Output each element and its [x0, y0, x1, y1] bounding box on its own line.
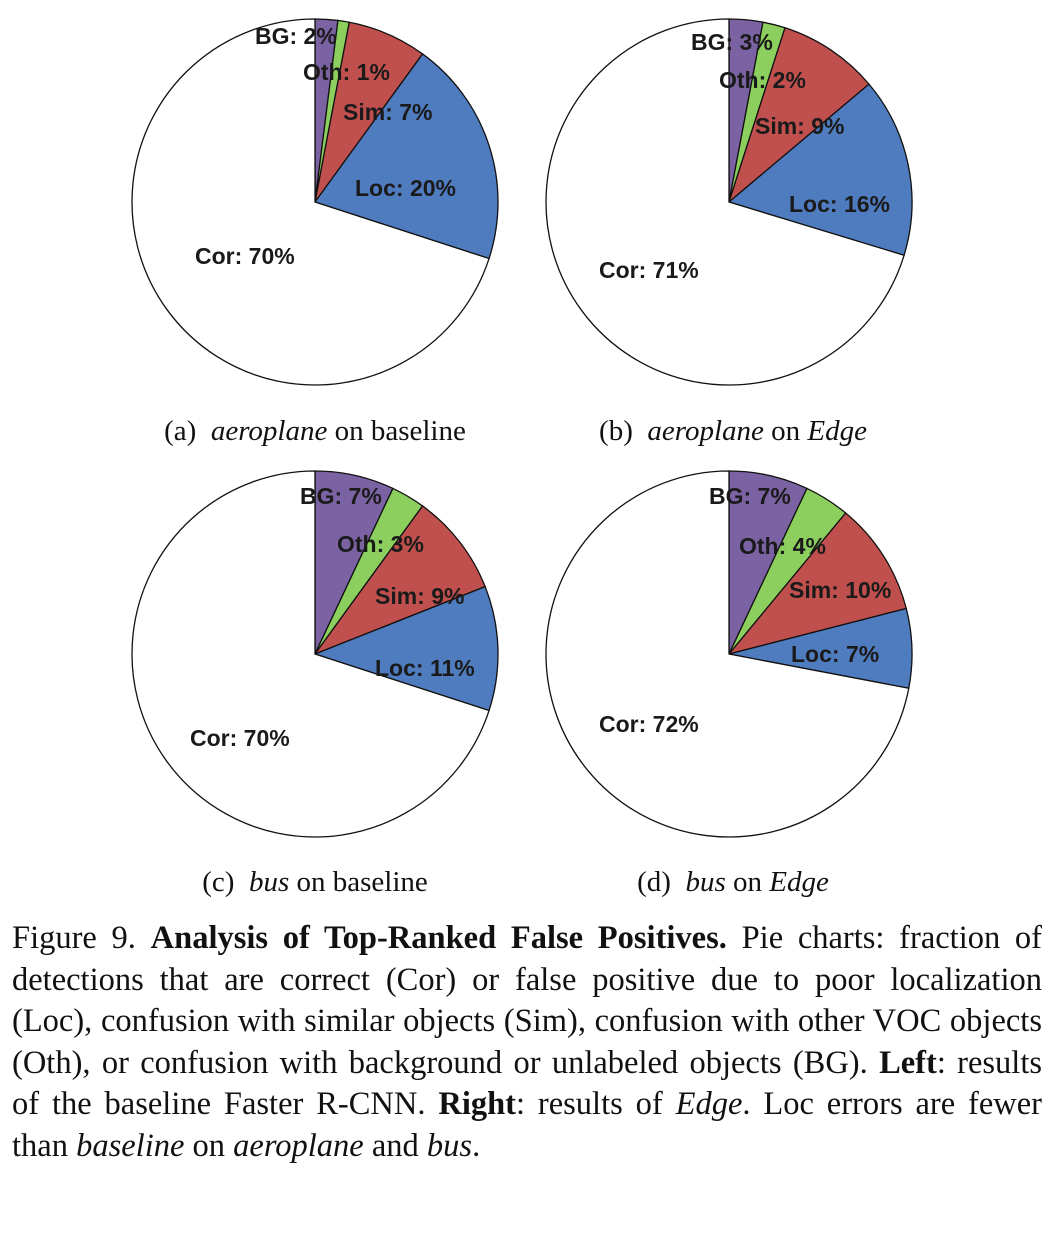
slice-label-cor: Cor: 70% [190, 725, 290, 751]
caption-title: Analysis of Top-Ranked False Positives. [150, 920, 727, 956]
slice-label-loc: Loc: 11% [375, 655, 475, 681]
slice-label-cor: Cor: 71% [599, 257, 699, 283]
pie-chart-a: BG: 2% Oth: 1% Sim: 7% Loc: 20% Cor: 70% [131, 18, 499, 386]
figure-label: Figure 9. [12, 920, 136, 956]
slice-label-cor: Cor: 70% [195, 243, 295, 269]
pie-slice-loc [727, 83, 913, 257]
pie-slice-cor [545, 18, 905, 386]
slice-label-bg: BG: 3% [691, 29, 773, 55]
subcaption-d: (d) bus on Edge [637, 866, 829, 898]
slice-label-cor: Cor: 72% [599, 711, 699, 737]
pie-slice-cor [131, 470, 490, 838]
pie-slice-sim [313, 505, 486, 656]
pie-charts: BG: 2%Oth: 1%Sim: 7%Loc: 20%Cor: 70%BG: … [131, 18, 913, 838]
pie-slice-cor [545, 470, 910, 838]
slice-label-oth: Oth: 3% [337, 531, 424, 557]
slice-label-bg: BG: 7% [709, 483, 791, 509]
slice-label-loc: Loc: 7% [791, 641, 879, 667]
subcaption-b: (b) aeroplane on Edge [599, 415, 867, 447]
pie-slice-sim [727, 512, 908, 656]
slice-label-oth: Oth: 1% [303, 59, 390, 85]
pie-slice-loc [313, 53, 499, 260]
pie-chart-d: BG: 7% Oth: 4% Sim: 10% Loc: 7% Cor: 72% [545, 470, 913, 838]
slice-label-loc: Loc: 16% [789, 191, 890, 217]
slice-label-sim: Sim: 9% [375, 583, 464, 609]
pie-chart-c: BG: 7% Oth: 3% Sim: 9% Loc: 11% Cor: 70% [131, 470, 499, 838]
slice-label-bg: BG: 7% [300, 483, 382, 509]
subcaption-c: (c) bus on baseline [202, 866, 428, 898]
pie-slice-loc [313, 585, 499, 712]
slice-label-sim: Sim: 7% [343, 99, 432, 125]
subcaption-a: (a) aeroplane on baseline [164, 415, 466, 447]
slice-label-oth: Oth: 2% [719, 67, 806, 93]
figure-caption: Figure 9. Analysis of Top-Ranked False P… [12, 920, 1043, 1164]
slice-label-loc: Loc: 20% [355, 175, 456, 201]
slice-label-sim: Sim: 10% [789, 577, 891, 603]
pie-chart-b: BG: 3% Oth: 2% Sim: 9% Loc: 16% Cor: 71% [545, 18, 913, 386]
slice-label-oth: Oth: 4% [739, 533, 826, 559]
slice-label-bg: BG: 2% [255, 23, 337, 49]
pie-slice-cor [131, 18, 490, 386]
slice-label-sim: Sim: 9% [755, 113, 844, 139]
pie-slice-sim [727, 26, 870, 204]
